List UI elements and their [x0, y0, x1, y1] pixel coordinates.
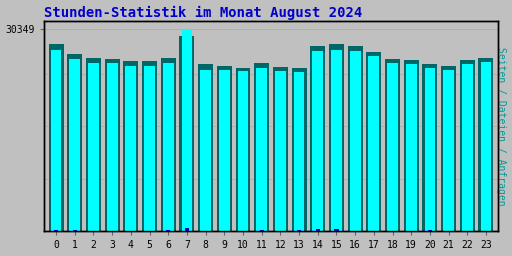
Bar: [51, 50, 61, 231]
Bar: [198, 64, 213, 231]
Bar: [275, 71, 286, 231]
Bar: [367, 52, 381, 231]
Bar: [387, 63, 398, 231]
Bar: [142, 61, 157, 231]
Bar: [369, 56, 379, 231]
Bar: [163, 63, 174, 231]
Bar: [348, 46, 362, 231]
Bar: [70, 59, 80, 231]
Bar: [185, 228, 189, 231]
Bar: [406, 64, 417, 231]
Bar: [329, 44, 344, 231]
Bar: [443, 70, 454, 231]
Bar: [297, 230, 301, 231]
Y-axis label: Seiten / Dateien / Anfragen: Seiten / Dateien / Anfragen: [497, 47, 506, 206]
Bar: [334, 229, 338, 231]
Bar: [254, 63, 269, 231]
Bar: [144, 66, 155, 231]
Bar: [460, 60, 475, 231]
Bar: [441, 66, 456, 231]
Bar: [310, 46, 325, 231]
Bar: [462, 64, 473, 231]
Bar: [294, 72, 305, 231]
Bar: [236, 68, 250, 231]
Bar: [292, 68, 307, 231]
Bar: [238, 71, 248, 231]
Bar: [404, 60, 419, 231]
Bar: [428, 230, 432, 231]
Bar: [219, 70, 230, 231]
Text: Stunden-Statistik im Monat August 2024: Stunden-Statistik im Monat August 2024: [44, 6, 362, 20]
Bar: [182, 29, 193, 231]
Bar: [123, 61, 138, 231]
Bar: [385, 59, 400, 231]
Bar: [166, 230, 170, 231]
Bar: [316, 229, 320, 231]
Bar: [54, 230, 58, 231]
Bar: [200, 70, 211, 231]
Bar: [331, 50, 342, 231]
Bar: [67, 54, 82, 231]
Bar: [422, 64, 437, 231]
Bar: [312, 51, 323, 231]
Bar: [88, 63, 99, 231]
Bar: [273, 67, 288, 231]
Bar: [180, 36, 195, 231]
Bar: [125, 66, 136, 231]
Bar: [107, 63, 118, 231]
Bar: [49, 44, 63, 231]
Bar: [350, 51, 360, 231]
Bar: [217, 66, 232, 231]
Bar: [86, 58, 101, 231]
Bar: [424, 68, 435, 231]
Bar: [104, 59, 120, 231]
Bar: [481, 62, 492, 231]
Bar: [73, 230, 77, 231]
Bar: [479, 58, 494, 231]
Bar: [161, 58, 176, 231]
Bar: [260, 230, 264, 231]
Bar: [257, 68, 267, 231]
